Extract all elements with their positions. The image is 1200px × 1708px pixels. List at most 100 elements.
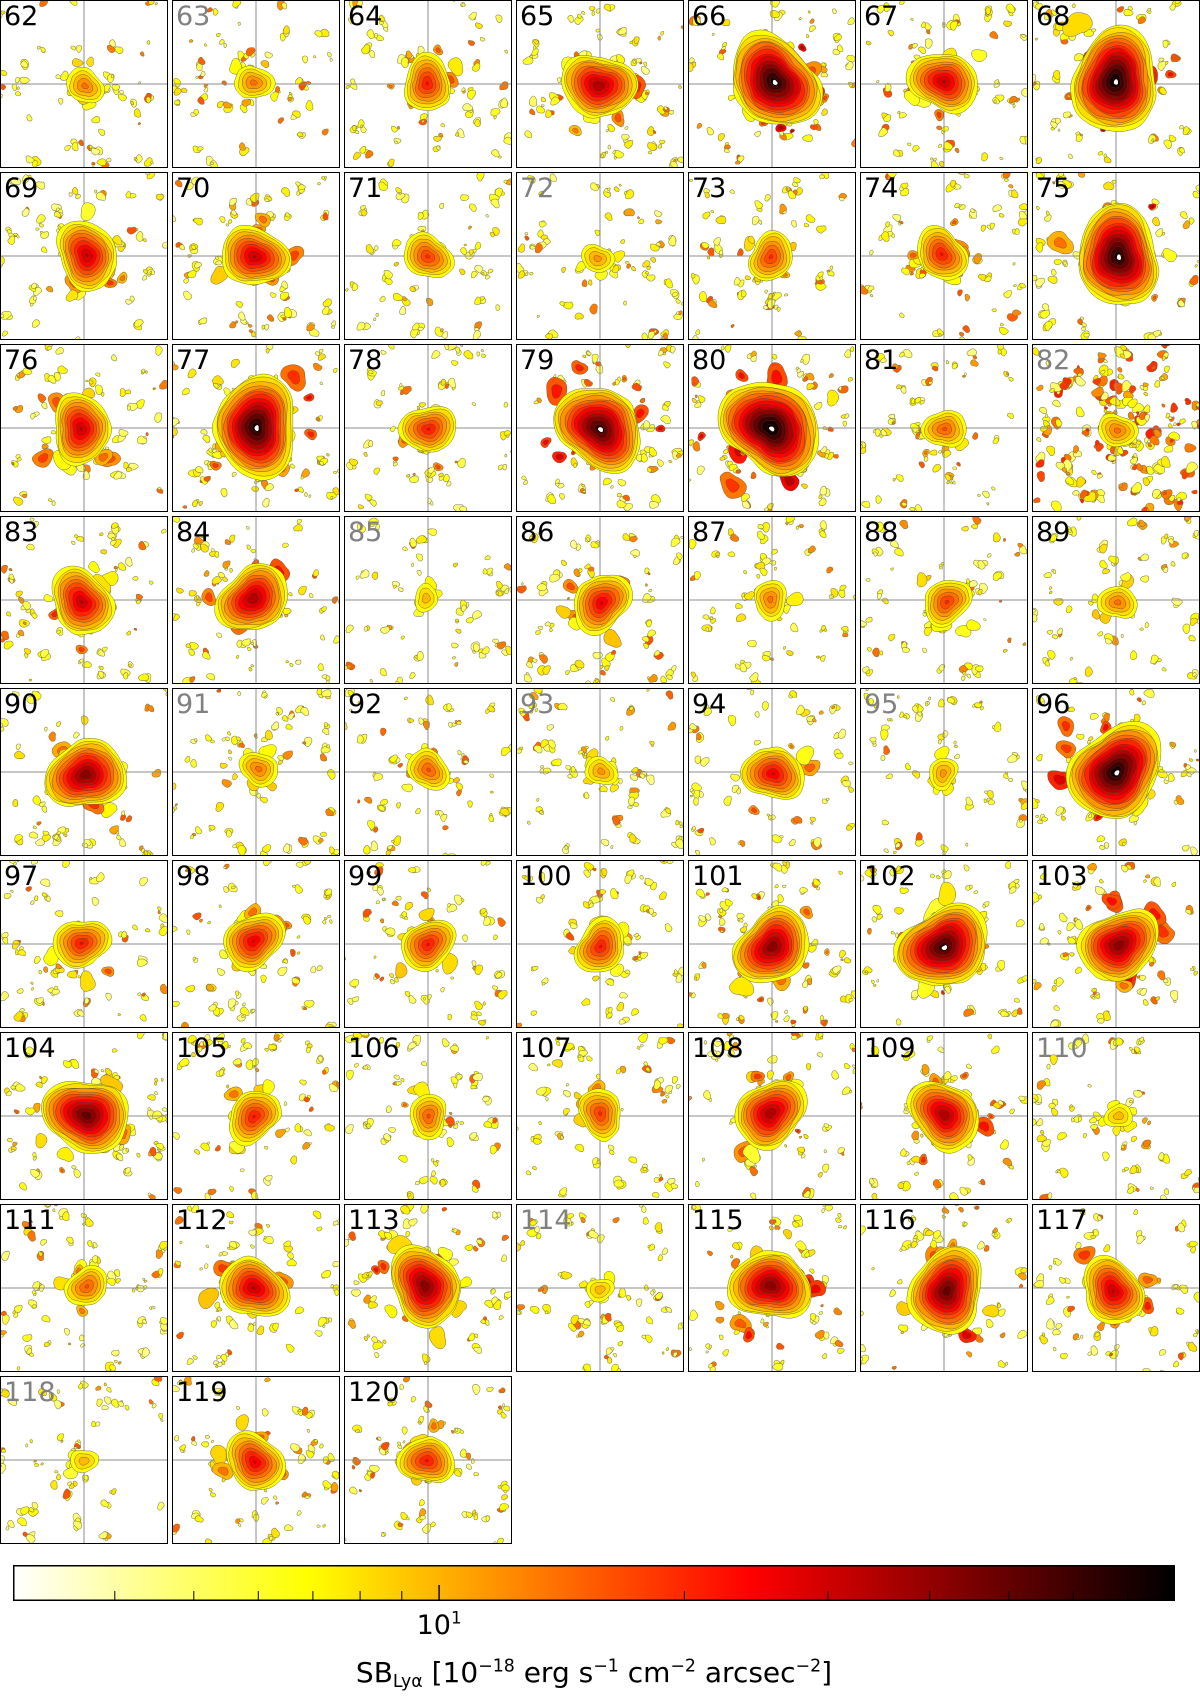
noise-speckle [224,886,229,892]
panel-82: 82 [1032,344,1200,512]
noise-speckle [535,243,542,253]
noise-speckle [447,854,456,855]
noise-speckle [220,216,225,222]
noise-speckle [744,570,747,574]
noise-speckle [587,351,591,355]
noise-speckle [620,726,623,730]
noise-speckle [461,898,464,901]
noise-speckle [796,705,804,715]
noise-speckle [278,118,284,124]
noise-speckle [182,388,189,395]
noise-speckle [496,305,500,311]
noise-speckle [678,157,683,163]
panel-label: 63 [176,3,210,30]
noise-speckle [1170,403,1177,413]
noise-speckle [1036,243,1043,253]
noise-speckle [548,494,556,504]
noise-speckle [1042,817,1048,821]
emission-clump [623,377,626,380]
noise-speckle [262,498,269,507]
panel-label: 90 [4,691,38,718]
noise-speckle [649,447,656,456]
noise-speckle [691,273,695,278]
noise-speckle [13,497,23,506]
noise-speckle [387,845,392,849]
noise-speckle [735,161,740,165]
noise-speckle [881,755,885,761]
noise-speckle [1164,534,1168,539]
noise-speckle [1047,446,1055,456]
noise-speckle [1168,773,1174,781]
noise-speckle [229,757,232,760]
noise-speckle [330,58,333,61]
noise-speckle [1104,406,1108,409]
core-contour [254,425,259,432]
noise-speckle [173,1001,179,1007]
noise-speckle [69,192,72,196]
noise-speckle [389,974,393,978]
noise-speckle [866,41,871,45]
noise-speckle [555,483,559,486]
noise-speckle [31,987,33,990]
emission-clump [827,390,839,406]
noise-speckle [288,713,294,719]
panel-97: 97 [0,860,168,1028]
noise-speckle [541,105,544,107]
noise-speckle [695,756,701,764]
noise-speckle [181,1022,189,1027]
noise-speckle [94,190,96,193]
panel-label: 86 [520,519,554,546]
noise-speckle [138,674,148,681]
noise-speckle [455,347,459,353]
noise-speckle [475,119,481,126]
noise-speckle [714,237,721,245]
noise-speckle [461,605,466,611]
noise-speckle [1145,875,1150,878]
noise-speckle [281,188,289,197]
noise-speckle [802,135,812,142]
noise-speckle [219,39,224,44]
noise-speckle [810,19,814,24]
noise-speckle [1022,975,1027,981]
noise-speckle [228,750,231,754]
noise-speckle [1144,392,1148,396]
noise-speckle [642,333,648,339]
noise-speckle [838,729,845,738]
noise-speckle [193,913,202,920]
noise-speckle [731,324,734,327]
noise-speckle [1036,754,1042,761]
noise-speckle [990,223,995,229]
panel-74: 74 [860,172,1028,340]
noise-speckle [148,1,154,5]
noise-speckle [699,791,704,797]
emission-clump [1163,248,1177,262]
panel-88: 88 [860,516,1028,684]
noise-speckle [466,617,473,623]
noise-speckle [804,223,809,227]
noise-speckle [186,930,190,935]
noise-speckle [33,826,36,829]
noise-speckle [477,352,480,356]
noise-speckle [896,475,903,482]
noise-speckle [581,11,585,14]
noise-speckle [1084,333,1090,337]
panel-102: 102 [860,860,1028,1028]
noise-speckle [734,277,740,285]
noise-speckle [1021,781,1027,790]
noise-speckle [1143,999,1148,1005]
noise-speckle [111,355,116,361]
noise-speckle [99,666,104,670]
noise-speckle [416,536,426,544]
noise-speckle [191,835,194,839]
noise-speckle [370,679,373,682]
noise-speckle [199,501,203,505]
noise-speckle [530,272,534,275]
noise-speckle [1007,638,1011,643]
noise-speckle [463,103,473,110]
noise-speckle [195,827,202,834]
noise-speckle [848,18,855,25]
noise-speckle [188,270,197,278]
noise-speckle [809,26,815,32]
noise-speckle [1189,218,1194,225]
noise-speckle [695,395,697,398]
